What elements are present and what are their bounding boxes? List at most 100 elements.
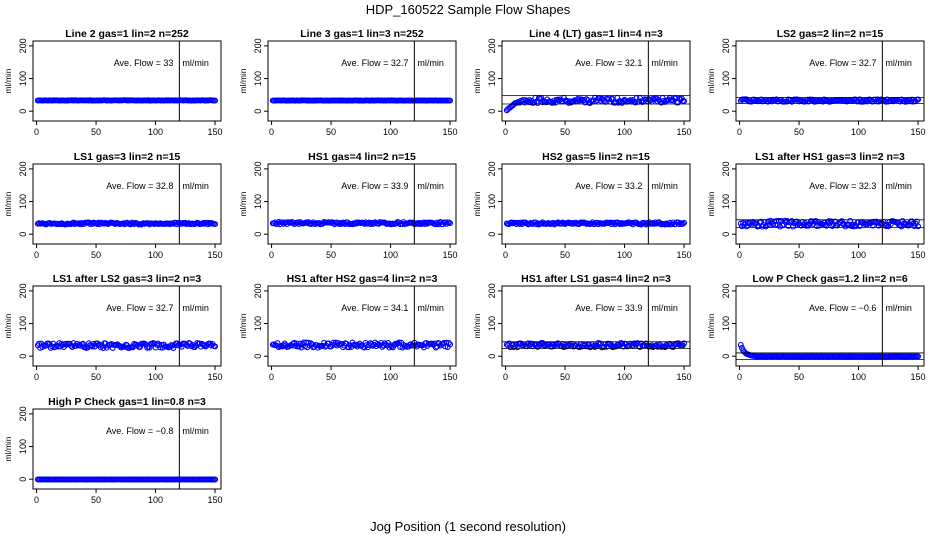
panel-title: HS2 gas=5 lin=2 n=15 <box>542 151 650 163</box>
x-tick-label: 150 <box>677 372 692 382</box>
data-point <box>619 340 626 347</box>
y-axis-label: ml/min <box>3 313 13 338</box>
panel-title: LS1 after LS2 gas=3 lin=2 n=3 <box>53 273 202 285</box>
x-tick-label: 0 <box>737 250 742 260</box>
data-points <box>34 476 219 483</box>
data-point <box>679 220 686 227</box>
panel-title: LS1 gas=3 lin=2 n=15 <box>74 151 181 163</box>
data-point <box>442 343 449 350</box>
data-point <box>144 344 151 351</box>
x-tick-label: 100 <box>148 495 163 505</box>
plot-frame <box>735 285 925 367</box>
data-point <box>355 342 362 349</box>
y-axis-label: ml/min <box>3 436 13 461</box>
y-tick-label: 0 <box>253 109 263 114</box>
panel-7: HS2 gas=5 lin=2 n=15 Ave. Flow = 33.2 ml/m… <box>472 151 692 260</box>
panel-title: LS2 gas=2 lin=2 n=15 <box>777 28 884 40</box>
data-point <box>212 476 219 483</box>
y-tick-label: 100 <box>487 194 497 209</box>
y-tick-label: 100 <box>253 316 263 331</box>
average-flow-label: Ave. Flow = −0.8 <box>106 426 173 436</box>
data-point <box>89 343 96 350</box>
x-tick-label: 0 <box>737 127 742 137</box>
data-point <box>196 340 203 347</box>
y-tick-label: 0 <box>721 232 731 237</box>
plot-frame <box>501 40 691 122</box>
panel-8: LS1 after HS1 gas=3 lin=2 n=3 Ave. Flow =… <box>706 151 926 260</box>
x-tick-label: 150 <box>443 127 458 137</box>
x-tick-label: 100 <box>148 372 163 382</box>
data-points <box>34 219 219 228</box>
data-points <box>269 219 454 228</box>
data-points <box>503 219 688 228</box>
y-axis-label: ml/min <box>3 191 13 216</box>
x-tick-label: 150 <box>911 372 926 382</box>
panel-title: Line 2 gas=1 lin=2 n=252 <box>65 28 189 40</box>
average-flow-label: Ave. Flow = 32.8 <box>106 181 173 191</box>
unit-label: ml/min <box>417 303 444 313</box>
x-tick-label: 50 <box>91 372 101 382</box>
x-tick-label: 150 <box>443 250 458 260</box>
data-point <box>170 345 177 351</box>
y-tick-label: 100 <box>487 316 497 331</box>
plot-frame <box>735 40 925 122</box>
x-tick-label: 50 <box>91 127 101 137</box>
y-tick-label: 100 <box>721 194 731 209</box>
unit-label: ml/min <box>885 58 912 68</box>
data-point <box>367 221 374 228</box>
panel-9: LS1 after LS2 gas=3 lin=2 n=3 Ave. Flow =… <box>3 273 223 382</box>
data-points <box>503 94 688 114</box>
x-tick-label: 150 <box>911 127 926 137</box>
unit-label: ml/min <box>651 303 678 313</box>
plot-frame <box>32 40 222 122</box>
y-tick-label: 0 <box>721 354 731 359</box>
x-tick-label: 150 <box>208 372 223 382</box>
average-flow-label: Ave. Flow = 32.1 <box>575 58 642 68</box>
x-tick-label: 50 <box>560 127 570 137</box>
x-tick-label: 100 <box>383 372 398 382</box>
panel-11: HS1 after LS1 gas=4 lin=2 n=3 Ave. Flow =… <box>472 273 692 382</box>
x-tick-label: 50 <box>326 250 336 260</box>
y-tick-label: 100 <box>18 71 28 86</box>
unit-label: ml/min <box>885 303 912 313</box>
figure-title: HDP_160522 Sample Flow Shapes <box>366 2 571 17</box>
x-tick-label: 150 <box>677 127 692 137</box>
y-tick-label: 200 <box>721 161 731 176</box>
y-tick-label: 200 <box>487 283 497 298</box>
y-tick-label: 0 <box>487 109 497 114</box>
data-points <box>737 341 922 360</box>
average-flow-label: Ave. Flow = 32.7 <box>341 58 408 68</box>
x-tick-label: 50 <box>560 372 570 382</box>
x-tick-label: 150 <box>677 250 692 260</box>
data-point <box>681 219 688 226</box>
x-tick-label: 0 <box>34 495 39 505</box>
plot-frame <box>501 163 691 245</box>
plot-frame <box>735 163 925 245</box>
x-tick-label: 50 <box>326 372 336 382</box>
y-tick-label: 100 <box>253 71 263 86</box>
y-tick-label: 0 <box>18 477 28 482</box>
y-tick-label: 200 <box>18 38 28 53</box>
average-flow-label: Ave. Flow = 32.7 <box>809 58 876 68</box>
x-tick-label: 0 <box>503 250 508 260</box>
y-axis-label: ml/min <box>472 191 482 216</box>
data-point <box>681 340 688 347</box>
average-flow-label: Ave. Flow = 32.7 <box>106 303 173 313</box>
y-axis-label: ml/min <box>706 68 716 93</box>
panel-13: High P Check gas=1 lin=0.8 n=3 Ave. Flow … <box>3 396 223 505</box>
data-point <box>880 218 887 225</box>
y-tick-label: 0 <box>18 232 28 237</box>
y-axis-label: ml/min <box>3 68 13 93</box>
y-axis-label: ml/min <box>238 191 248 216</box>
y-axis-label: ml/min <box>238 68 248 93</box>
x-tick-label: 0 <box>34 372 39 382</box>
x-tick-label: 50 <box>326 127 336 137</box>
data-point <box>681 98 688 105</box>
panel-4: LS2 gas=2 lin=2 n=15 Ave. Flow = 32.7 ml/m… <box>706 28 926 137</box>
x-tick-label: 0 <box>269 372 274 382</box>
unit-label: ml/min <box>417 181 444 191</box>
y-tick-label: 100 <box>18 194 28 209</box>
data-point <box>882 223 889 229</box>
y-tick-label: 200 <box>18 161 28 176</box>
x-tick-label: 100 <box>617 127 632 137</box>
